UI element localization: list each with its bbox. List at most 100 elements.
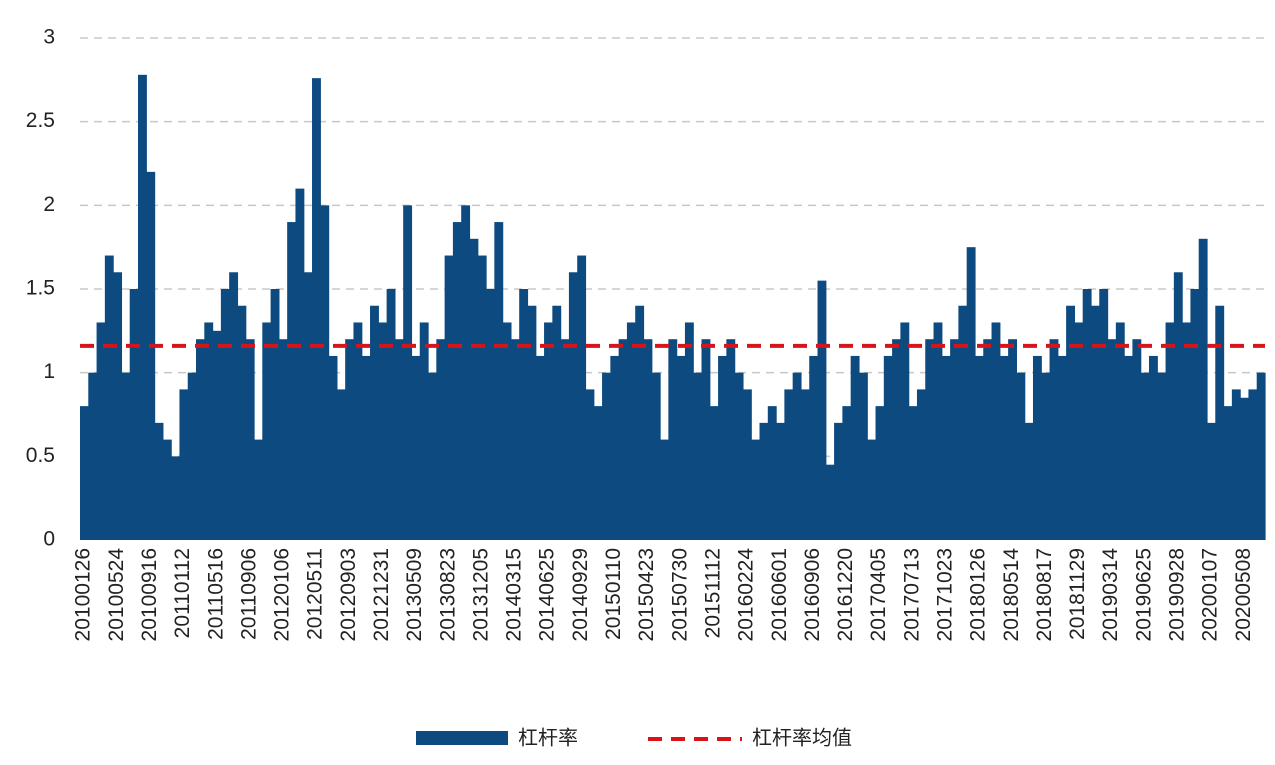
y-tick-label: 1 bbox=[43, 360, 55, 383]
bar bbox=[154, 422, 164, 540]
bar bbox=[709, 406, 719, 540]
bar bbox=[991, 322, 1001, 540]
bar bbox=[1223, 406, 1233, 540]
bar bbox=[701, 339, 711, 540]
bar bbox=[88, 372, 98, 540]
bar bbox=[792, 372, 802, 540]
x-tick-label: 20160224 bbox=[735, 548, 758, 642]
legend-label: 杠杆率 bbox=[518, 726, 578, 750]
bar bbox=[535, 355, 545, 540]
bar bbox=[1248, 389, 1258, 540]
bar bbox=[104, 255, 114, 541]
overlay: 20100126 20100524 20100916 20110112 20110516… bbox=[72, 343, 1265, 642]
bar bbox=[179, 389, 189, 540]
x-tick-label: 20100126 bbox=[72, 548, 95, 641]
bar bbox=[552, 305, 562, 540]
bar bbox=[950, 339, 959, 540]
bar bbox=[1024, 422, 1034, 540]
bar bbox=[336, 389, 346, 540]
x-tick-label: 20181129 bbox=[1066, 548, 1089, 640]
x-tick-label: 20190928 bbox=[1166, 548, 1189, 641]
bar bbox=[411, 355, 421, 540]
bar bbox=[544, 322, 553, 540]
x-tick-label: 20150423 bbox=[635, 548, 658, 641]
bar bbox=[428, 372, 437, 540]
bar bbox=[1240, 397, 1250, 540]
bar bbox=[635, 305, 645, 540]
y-tick-label: 0 bbox=[43, 528, 55, 551]
bar bbox=[842, 406, 852, 540]
x-tick-label: 20190314 bbox=[1099, 548, 1122, 642]
x-tick-label: 20170713 bbox=[900, 548, 923, 641]
bar bbox=[916, 389, 926, 540]
bar bbox=[270, 289, 280, 540]
bar bbox=[419, 322, 429, 540]
bar bbox=[1115, 322, 1125, 540]
bar bbox=[1049, 339, 1059, 540]
bar bbox=[403, 205, 413, 541]
x-tick-label: 20131205 bbox=[469, 548, 492, 641]
bar bbox=[187, 372, 197, 540]
bar bbox=[1231, 389, 1241, 540]
bar bbox=[974, 355, 984, 540]
bar bbox=[1124, 355, 1134, 540]
bar bbox=[328, 355, 338, 540]
bar bbox=[817, 280, 827, 540]
x-tick-label: 20140625 bbox=[536, 548, 559, 641]
bar bbox=[1090, 305, 1100, 540]
bar bbox=[618, 339, 628, 540]
bar bbox=[320, 205, 330, 541]
bar bbox=[784, 389, 794, 540]
bar bbox=[204, 322, 214, 540]
bar bbox=[245, 339, 255, 540]
x-tick-label: 20100916 bbox=[138, 548, 161, 641]
bar bbox=[1173, 272, 1183, 540]
bar bbox=[958, 305, 968, 540]
bar bbox=[1107, 339, 1117, 540]
bars bbox=[80, 74, 1266, 541]
bar bbox=[568, 272, 578, 540]
y-tick-label: 1.5 bbox=[26, 277, 55, 300]
x-tick-label: 20130509 bbox=[403, 548, 426, 641]
x-tick-label: 20121231 bbox=[370, 548, 393, 641]
y-tick-label: 2.5 bbox=[26, 109, 55, 132]
bar bbox=[676, 355, 686, 540]
x-tick-label: 20160906 bbox=[801, 548, 824, 641]
bar bbox=[726, 339, 736, 540]
x-tick-label: 20171023 bbox=[934, 548, 957, 641]
bar bbox=[626, 322, 636, 540]
bar bbox=[651, 372, 661, 540]
x-tick-label: 20151112 bbox=[701, 548, 724, 638]
bar bbox=[1057, 355, 1067, 540]
bar bbox=[444, 255, 454, 541]
x-tick-label: 20110906 bbox=[237, 548, 260, 640]
x-tick-label: 20140929 bbox=[569, 548, 592, 641]
bar bbox=[312, 78, 321, 540]
bar bbox=[602, 372, 611, 540]
bar bbox=[1157, 372, 1167, 540]
y-tick-label: 3 bbox=[43, 26, 55, 49]
bar bbox=[684, 322, 694, 540]
bar bbox=[295, 188, 305, 540]
bar bbox=[933, 322, 943, 540]
bar bbox=[469, 238, 479, 541]
bar bbox=[237, 305, 247, 540]
bar bbox=[1082, 289, 1092, 540]
bar bbox=[1032, 355, 1042, 540]
bar bbox=[519, 289, 529, 540]
bar bbox=[908, 406, 918, 540]
bar bbox=[510, 339, 520, 540]
bar bbox=[1099, 289, 1109, 540]
bar bbox=[494, 222, 504, 541]
bar bbox=[999, 355, 1009, 540]
bar bbox=[867, 439, 877, 540]
bar bbox=[370, 305, 379, 540]
bar bbox=[1008, 339, 1017, 540]
bar bbox=[212, 330, 222, 540]
bar bbox=[229, 272, 239, 540]
bar bbox=[751, 439, 761, 540]
x-tick-label: 20200508 bbox=[1232, 548, 1255, 641]
bar bbox=[900, 322, 910, 540]
bar bbox=[96, 322, 106, 540]
